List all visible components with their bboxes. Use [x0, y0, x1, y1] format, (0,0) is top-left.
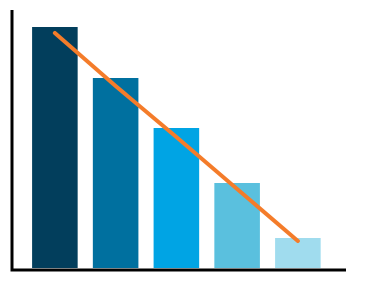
bar [93, 78, 139, 268]
bar [214, 183, 260, 268]
bar [32, 27, 78, 268]
